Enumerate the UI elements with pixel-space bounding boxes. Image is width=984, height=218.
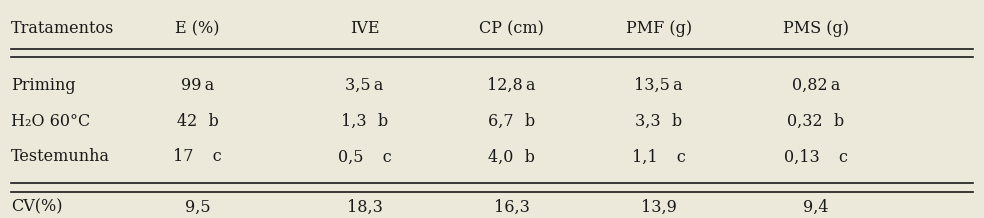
Text: 1,3  b: 1,3 b: [340, 113, 388, 130]
Text: 13,5 a: 13,5 a: [635, 77, 683, 94]
Text: E (%): E (%): [175, 20, 219, 37]
Text: Tratamentos: Tratamentos: [11, 20, 114, 37]
Text: 3,5 a: 3,5 a: [345, 77, 384, 94]
Text: 0,82 a: 0,82 a: [791, 77, 840, 94]
Text: 42  b: 42 b: [177, 113, 218, 130]
Text: 1,1  c: 1,1 c: [632, 148, 686, 165]
Text: 0,13  c: 0,13 c: [784, 148, 848, 165]
Text: H₂O 60°C: H₂O 60°C: [11, 113, 91, 130]
Text: 0,32  b: 0,32 b: [787, 113, 844, 130]
Text: 13,9: 13,9: [641, 199, 677, 216]
Text: PMS (g): PMS (g): [783, 20, 849, 37]
Text: 16,3: 16,3: [494, 199, 529, 216]
Text: 99 a: 99 a: [181, 77, 215, 94]
Text: 0,5  c: 0,5 c: [338, 148, 392, 165]
Text: 9,5: 9,5: [185, 199, 211, 216]
Text: 3,3  b: 3,3 b: [636, 113, 682, 130]
Text: 9,4: 9,4: [803, 199, 829, 216]
Text: 12,8 a: 12,8 a: [487, 77, 536, 94]
Text: Testemunha: Testemunha: [11, 148, 110, 165]
Text: IVE: IVE: [349, 20, 379, 37]
Text: PMF (g): PMF (g): [626, 20, 692, 37]
Text: CP (cm): CP (cm): [479, 20, 544, 37]
Text: Priming: Priming: [11, 77, 76, 94]
Text: 18,3: 18,3: [346, 199, 383, 216]
Text: 17  c: 17 c: [173, 148, 222, 165]
Text: CV(%): CV(%): [11, 199, 63, 216]
Text: 6,7  b: 6,7 b: [488, 113, 535, 130]
Text: 4,0  b: 4,0 b: [488, 148, 535, 165]
